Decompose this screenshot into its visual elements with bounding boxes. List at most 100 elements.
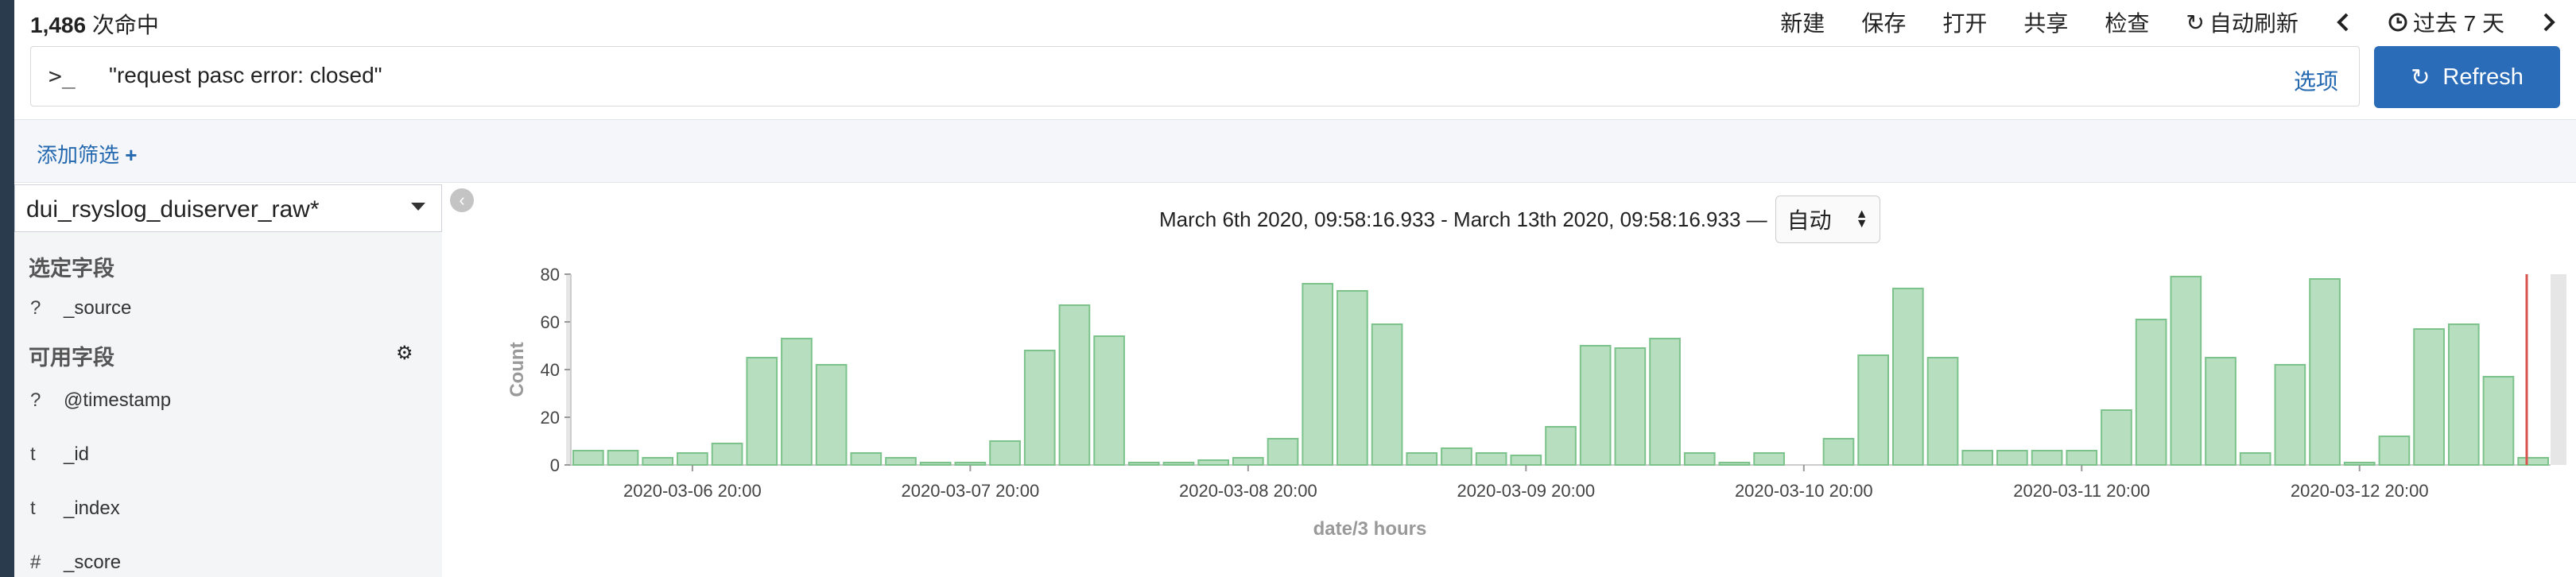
field-name: _source <box>64 297 132 319</box>
field-item[interactable]: t _id <box>30 443 89 466</box>
field-sidebar: dui_rsyslog_duiserver_raw* 选定字段 ? _sourc… <box>14 184 442 577</box>
auto-refresh-label: 自动刷新 <box>2209 11 2299 36</box>
index-pattern-label: dui_rsyslog_duiserver_raw* <box>26 196 320 223</box>
histogram-bar <box>1162 462 1195 466</box>
interval-value: 自动 <box>1787 208 1832 233</box>
histogram-bar <box>2309 278 2341 466</box>
histogram-bar <box>2101 409 2132 466</box>
hits-counter: 1,486 次命中 <box>30 8 159 40</box>
histogram-bar <box>1093 335 1125 466</box>
app-nav-strip <box>0 0 14 577</box>
histogram-bar <box>1336 290 1368 466</box>
field-item[interactable]: ? _source <box>30 297 131 319</box>
time-back-button[interactable] <box>2335 11 2351 33</box>
histogram-bar <box>1683 452 1716 466</box>
caret-down-icon <box>411 203 425 211</box>
histogram-bar <box>781 338 813 466</box>
histogram-bar <box>2170 276 2202 466</box>
refresh-icon: ↻ <box>2411 64 2431 91</box>
collapse-sidebar-icon[interactable]: ‹ <box>450 188 474 212</box>
add-filter-link[interactable]: 添加筛选 + <box>37 139 137 168</box>
chevron-left-icon <box>2337 13 2349 32</box>
range-edge-right <box>2551 274 2566 465</box>
histogram-bar <box>711 443 743 466</box>
field-name: _index <box>64 498 120 519</box>
time-forward-button[interactable] <box>2541 11 2557 33</box>
x-axis-label: date/3 hours <box>1313 518 1427 536</box>
histogram-bar <box>885 457 917 466</box>
histogram-bar <box>850 452 883 466</box>
histogram-bar <box>1371 323 1403 466</box>
histogram-bar <box>1718 462 1751 466</box>
clock-icon <box>2388 13 2407 32</box>
histogram-bar <box>1892 288 1924 466</box>
x-tick-label: 2020-03-12 20:00 <box>2291 481 2429 501</box>
interval-select[interactable]: 自动 ▲ ▼ <box>1775 196 1880 243</box>
histogram-bar <box>1822 438 1855 466</box>
field-item[interactable]: ? @timestamp <box>30 389 171 412</box>
x-tick-label: 2020-03-07 20:00 <box>902 481 1040 501</box>
field-name: _score <box>64 552 122 573</box>
field-name: _id <box>64 443 90 465</box>
histogram-bar <box>2066 450 2098 466</box>
histogram-bar <box>1961 450 1994 466</box>
histogram-bar <box>2517 457 2549 466</box>
index-pattern-select[interactable]: dui_rsyslog_duiserver_raw* <box>14 184 442 232</box>
open-button[interactable]: 打开 <box>1942 11 1988 36</box>
x-tick-label: 2020-03-10 20:00 <box>1735 481 1873 501</box>
histogram-chart: 0 20 40 60 80 2020-03-06 20:00 2020-03-07 20:0… <box>506 265 2566 536</box>
available-fields-title: 可用字段 <box>29 346 114 370</box>
top-menu: 新建 保存 打开 共享 检查 ↻ 自动刷新 过去 7 天 <box>1744 6 2557 38</box>
time-picker-button[interactable]: 过去 7 天 <box>2388 6 2504 38</box>
x-tick-label: 2020-03-08 20:00 <box>1179 481 1317 501</box>
histogram-bar <box>1302 283 1334 466</box>
query-options-link[interactable]: 选项 <box>2293 69 2338 94</box>
filter-bar: 添加筛选 + <box>14 119 2576 183</box>
field-type-icon: ? <box>30 297 41 319</box>
refresh-label: Refresh <box>2442 64 2524 90</box>
y-tick-label: 60 <box>541 312 560 332</box>
y-tick-label: 0 <box>550 455 560 475</box>
query-prompt-icon: >_ <box>48 63 76 89</box>
plus-icon: + <box>125 143 138 167</box>
x-tick-label: 2020-03-09 20:00 <box>1457 481 1595 501</box>
histogram-bar <box>1127 462 1160 466</box>
field-item[interactable]: # _score <box>30 552 121 574</box>
inspect-button[interactable]: 检查 <box>2105 11 2150 36</box>
field-type-icon: t <box>30 498 36 519</box>
x-tick-label: 2020-03-11 20:00 <box>2013 481 2150 501</box>
histogram-bar <box>746 357 778 466</box>
refresh-button[interactable]: ↻ Refresh <box>2374 46 2560 108</box>
histogram-bar <box>1267 438 1299 466</box>
share-button[interactable]: 共享 <box>2023 11 2069 36</box>
histogram-bar <box>1996 450 2028 466</box>
field-item[interactable]: t _index <box>30 498 120 520</box>
top-toolbar: 1,486 次命中 新建 保存 打开 共享 检查 ↻ 自动刷新 过去 7 天 <box>14 0 2576 45</box>
histogram-bar <box>815 364 848 466</box>
histogram-bar <box>2135 319 2167 466</box>
new-button[interactable]: 新建 <box>1780 11 1825 36</box>
histogram-bar <box>572 450 604 466</box>
histogram-bar <box>677 452 708 466</box>
histogram-bar <box>1441 447 1472 466</box>
histogram-bar <box>1857 354 1890 466</box>
field-type-icon: t <box>30 443 36 465</box>
histogram-bar <box>2031 450 2063 466</box>
field-type-icon: # <box>30 552 41 573</box>
histogram-bar <box>954 462 987 466</box>
chart-time-range: March 6th 2020, 09:58:16.933 - March 13t… <box>1159 196 1880 243</box>
histogram-bar <box>2239 452 2271 466</box>
histogram-bar <box>1232 457 1264 466</box>
query-bar[interactable]: >_ "request pasc error: closed" 选项 <box>30 46 2360 106</box>
gear-icon[interactable]: ⚙ <box>396 343 413 364</box>
save-button[interactable]: 保存 <box>1861 11 1907 36</box>
histogram-bar <box>1926 357 1959 466</box>
histogram-bar <box>2274 364 2306 466</box>
y-axis-label: Count <box>506 342 528 397</box>
updown-icon: ▲ ▼ <box>1855 207 1868 230</box>
time-range-text: March 6th 2020, 09:58:16.933 - March 13t… <box>1159 207 1767 231</box>
auto-refresh-button[interactable]: ↻ 自动刷新 <box>2186 6 2298 38</box>
refresh-icon: ↻ <box>2186 10 2205 35</box>
histogram-bar <box>1023 350 1056 466</box>
query-input[interactable]: "request pasc error: closed" <box>109 63 382 87</box>
